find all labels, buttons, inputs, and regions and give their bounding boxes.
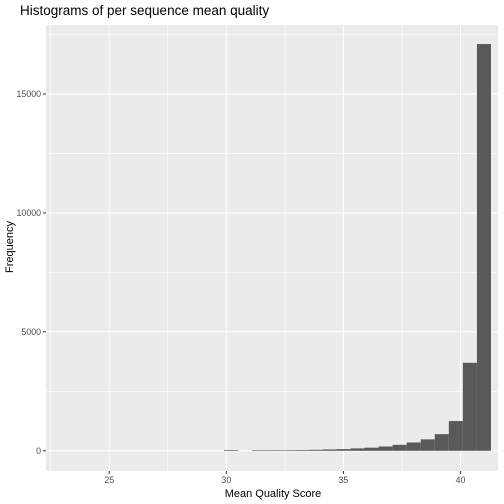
histogram-bar: [336, 449, 351, 451]
histogram-bar: [350, 448, 365, 451]
x-tick-label: 25: [104, 475, 114, 485]
y-tick-label: 10000: [17, 208, 42, 218]
x-tick-label: 35: [339, 475, 349, 485]
x-tick-label: 30: [221, 475, 231, 485]
histogram-bar: [476, 44, 491, 451]
histogram-bar: [448, 421, 463, 451]
histogram-bar: [294, 450, 309, 451]
histogram-bar: [406, 442, 421, 451]
histogram-bar: [434, 434, 449, 451]
histogram-bar: [378, 446, 393, 451]
histogram-bar: [266, 450, 281, 451]
histogram-bar: [252, 450, 267, 452]
histogram-bar: [420, 439, 435, 451]
histogram-bars: [223, 44, 491, 452]
panel-background: [46, 25, 498, 471]
histogram-bar: [364, 447, 379, 451]
y-tick-label: 15000: [17, 89, 42, 99]
histogram-bar: [280, 450, 295, 451]
histogram-bar: [322, 449, 337, 451]
x-tick-label: 40: [456, 475, 466, 485]
y-tick-label: 0: [36, 446, 41, 456]
chart-title: Histograms of per sequence mean quality: [20, 3, 269, 18]
y-axis-label: Frequency: [4, 221, 16, 273]
histogram-bar: [223, 450, 239, 451]
y-tick-label: 5000: [21, 327, 41, 337]
axes: 25 30 35 40 0 5000 10000 15000: [17, 89, 466, 485]
histogram-bar: [308, 449, 323, 451]
plot-panel: [46, 25, 498, 471]
histogram-bar: [392, 444, 407, 451]
x-axis-label: Mean Quality Score: [225, 488, 322, 500]
histogram-bar: [462, 362, 477, 451]
